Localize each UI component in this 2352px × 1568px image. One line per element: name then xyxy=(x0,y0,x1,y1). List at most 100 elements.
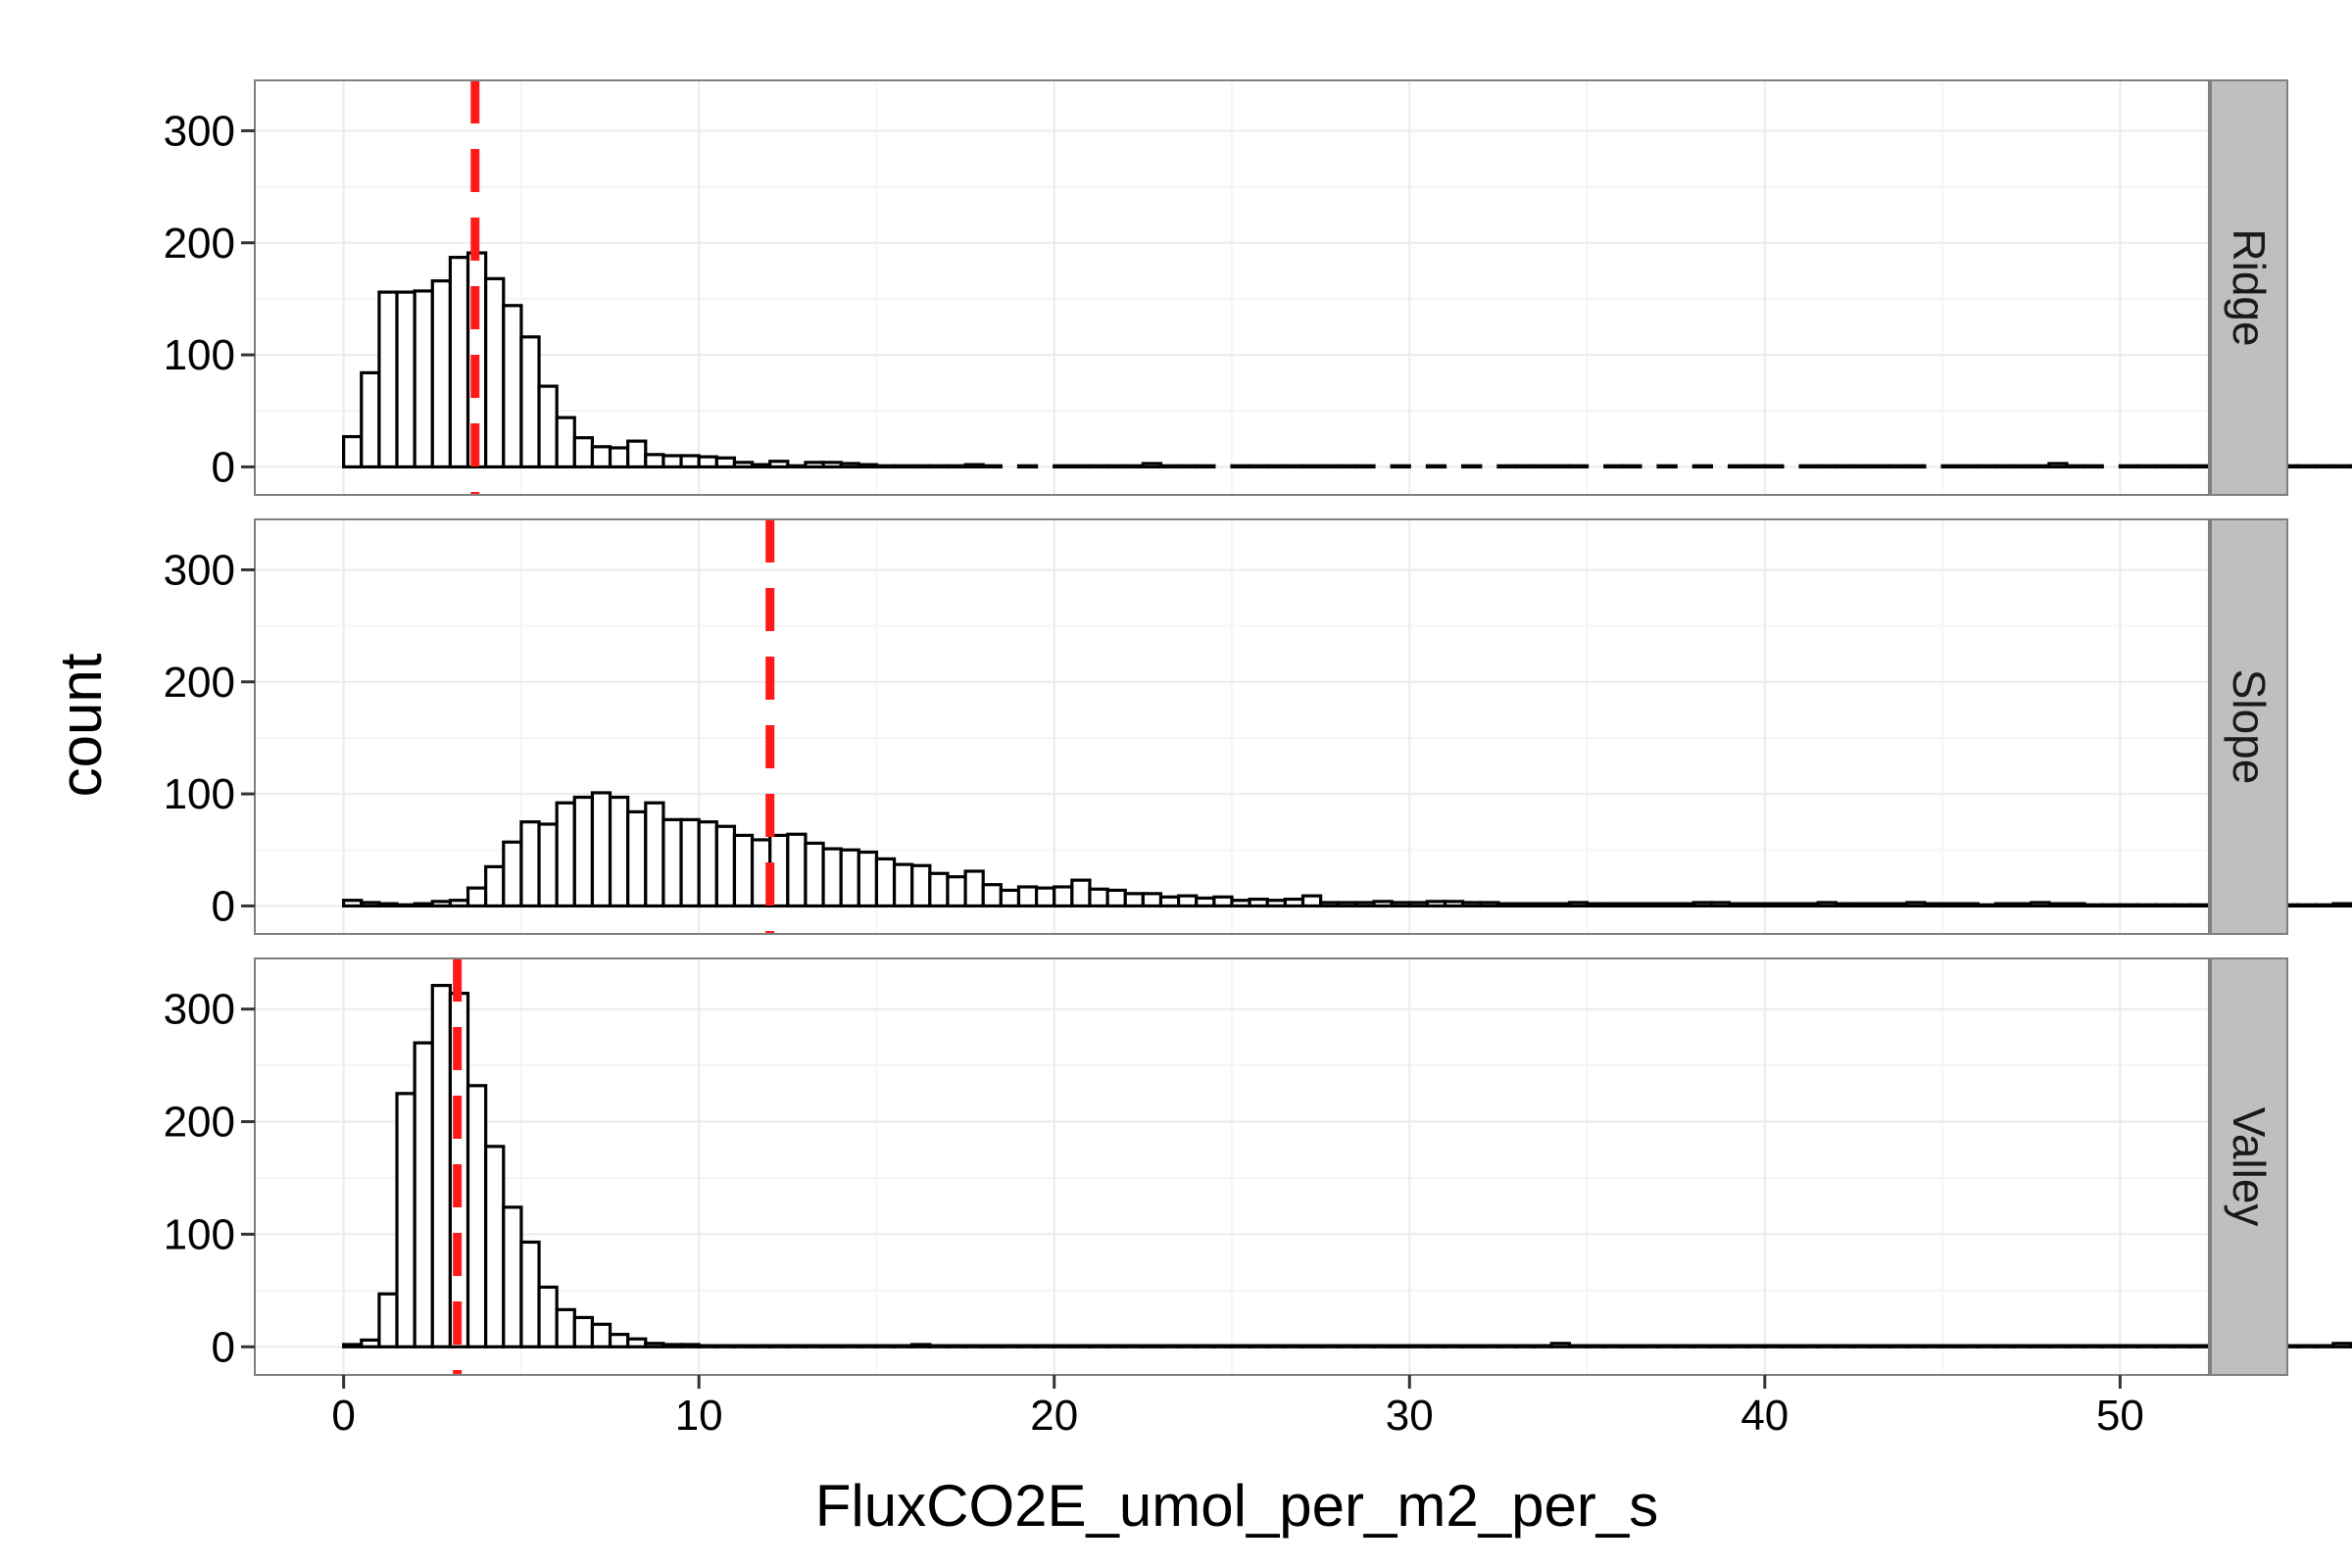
histogram-bar xyxy=(1993,902,2016,908)
histogram-bar xyxy=(1745,902,1767,908)
histogram-bar xyxy=(342,899,364,908)
histogram-bar xyxy=(1070,1344,1092,1348)
histogram-bar xyxy=(2314,903,2335,908)
panels-layer: 0 100 200 300 Ridge 0 100 200 300 Slope 0 100 200 300… xyxy=(164,79,2352,1376)
histogram-bar xyxy=(1177,1344,1199,1348)
histogram-bar xyxy=(1230,899,1251,908)
histogram-bar xyxy=(2135,1344,2158,1348)
histogram-bar xyxy=(342,1343,364,1348)
y-tick-label: 0 xyxy=(212,443,235,491)
histogram-bar xyxy=(360,901,381,908)
y-tick-label: 100 xyxy=(164,770,235,818)
histogram-bar xyxy=(1070,878,1092,908)
histogram-bar xyxy=(1319,901,1341,908)
histogram-bar xyxy=(626,439,648,469)
histogram-bar xyxy=(732,833,755,908)
histogram-bar xyxy=(1105,888,1127,908)
histogram-bar xyxy=(1514,1344,1536,1348)
histogram-bar xyxy=(750,1344,772,1348)
histogram-bar xyxy=(2047,902,2069,908)
histogram-bar xyxy=(1479,901,1500,908)
histogram-bar xyxy=(519,335,541,469)
histogram-bar xyxy=(1212,895,1234,908)
histogram-bar xyxy=(1496,902,1518,908)
histogram-bar xyxy=(999,888,1021,908)
histogram-bar xyxy=(910,863,932,908)
histogram-bar xyxy=(1781,1344,1802,1348)
y-tick-label: 0 xyxy=(212,882,235,930)
histogram-bar xyxy=(1177,894,1199,908)
panel-slope: 0 100 200 300 Slope xyxy=(164,518,2352,935)
histogram-bar xyxy=(1869,902,1891,908)
histogram-bar xyxy=(1798,902,1820,908)
histogram-bar xyxy=(608,1333,630,1348)
histogram-bar xyxy=(2135,903,2158,908)
histogram-bar xyxy=(572,795,595,908)
histogram-bar xyxy=(430,983,453,1348)
histogram-bar xyxy=(1532,902,1553,908)
histogram-bar xyxy=(839,462,860,469)
histogram-bar xyxy=(430,900,453,908)
histogram-bar xyxy=(2047,1344,2069,1348)
histogram-bar xyxy=(1763,1344,1785,1348)
histogram-bar xyxy=(519,1240,541,1348)
histogram-bar xyxy=(1958,902,1980,908)
histogram-bar xyxy=(1407,901,1429,908)
y-tick-label: 300 xyxy=(164,546,235,594)
histogram-bar xyxy=(590,1322,612,1348)
histogram-bar xyxy=(413,289,434,469)
histogram-bar xyxy=(537,384,559,469)
histogram-bar xyxy=(2100,903,2122,908)
histogram-bar xyxy=(377,290,399,469)
histogram-bar xyxy=(519,820,541,908)
histogram-bar xyxy=(857,463,879,469)
histogram-bar xyxy=(1461,901,1483,908)
histogram-bar xyxy=(2012,902,2034,908)
histogram-bar xyxy=(1851,902,1874,908)
histogram-bar xyxy=(1532,1344,1553,1348)
histogram-bars xyxy=(342,791,2352,908)
histogram-bar xyxy=(857,1344,879,1348)
histogram-bar xyxy=(1781,902,1802,908)
histogram-bar xyxy=(1407,1344,1429,1348)
histogram-bar xyxy=(1958,1344,1980,1348)
histogram-bar xyxy=(1496,1344,1518,1348)
facet-strip-label: Slope xyxy=(2224,669,2275,785)
histogram-bar xyxy=(1727,1344,1749,1348)
histogram-bar xyxy=(946,875,967,908)
histogram-bar xyxy=(679,1343,701,1348)
histogram-bar xyxy=(1088,887,1109,908)
histogram-bar xyxy=(2189,903,2211,908)
histogram-bar xyxy=(1834,902,1856,908)
histogram-bar xyxy=(1158,1344,1181,1348)
histogram-bar xyxy=(1940,1344,1962,1348)
histogram-bar xyxy=(395,903,416,908)
histogram-bar xyxy=(1088,1344,1109,1348)
histogram-bar xyxy=(697,455,718,469)
y-tick-label: 300 xyxy=(164,986,235,1034)
histogram-bar xyxy=(1709,1344,1732,1348)
histogram-bars xyxy=(342,983,2352,1348)
histogram-bar xyxy=(1230,1344,1251,1348)
histogram-bar xyxy=(413,1041,434,1348)
histogram-bar xyxy=(644,801,665,908)
histogram-bar xyxy=(555,416,576,469)
histogram-bar xyxy=(1549,902,1572,908)
histogram-bar xyxy=(1372,900,1394,908)
histogram-bar xyxy=(1639,1344,1660,1348)
histogram-bar xyxy=(963,869,985,908)
facet-strip xyxy=(2210,518,2288,935)
histogram-bar xyxy=(1337,901,1358,908)
histogram-bar xyxy=(1123,892,1145,908)
histogram-bar xyxy=(1443,1344,1465,1348)
y-axis-title: count xyxy=(48,653,114,797)
histogram-bar xyxy=(1479,1344,1500,1348)
histogram-bar xyxy=(892,862,914,908)
histogram-bar xyxy=(395,290,416,469)
panel-border xyxy=(254,518,2210,935)
histogram-bar xyxy=(1585,902,1607,908)
histogram-bar xyxy=(1016,1344,1039,1348)
histogram-bar xyxy=(1976,1344,1998,1348)
histogram-bar xyxy=(768,460,790,469)
